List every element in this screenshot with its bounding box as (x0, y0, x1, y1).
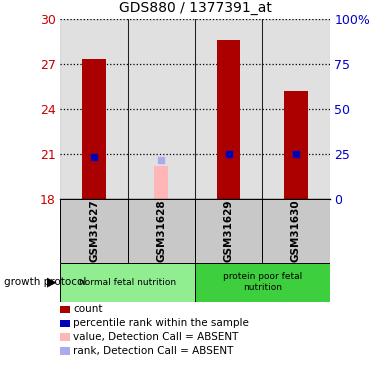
Text: value, Detection Call = ABSENT: value, Detection Call = ABSENT (73, 332, 239, 342)
Bar (128, 199, 195, 262)
Text: GSM31630: GSM31630 (291, 200, 301, 262)
Bar (82, 59, 106, 199)
Bar (284, 91, 308, 199)
Text: ▶: ▶ (47, 276, 57, 289)
Text: percentile rank within the sample: percentile rank within the sample (73, 318, 249, 328)
Text: GSM31627: GSM31627 (89, 199, 99, 262)
Bar (195, 262, 330, 302)
Bar (60, 199, 128, 262)
Text: GSM31628: GSM31628 (156, 200, 167, 262)
Text: rank, Detection Call = ABSENT: rank, Detection Call = ABSENT (73, 346, 234, 356)
Bar (262, 19, 330, 199)
Text: GSM31629: GSM31629 (223, 200, 234, 262)
Text: normal fetal nutrition: normal fetal nutrition (79, 278, 176, 286)
Bar (217, 40, 240, 199)
Text: growth protocol: growth protocol (4, 277, 86, 287)
Bar (262, 199, 330, 262)
Bar (195, 19, 262, 199)
Bar (60, 19, 128, 199)
Title: GDS880 / 1377391_at: GDS880 / 1377391_at (119, 1, 271, 15)
Text: count: count (73, 304, 103, 314)
Bar (154, 166, 168, 199)
Bar (60, 262, 195, 302)
Bar (195, 199, 262, 262)
Bar (128, 19, 195, 199)
Text: protein poor fetal
nutrition: protein poor fetal nutrition (223, 273, 302, 292)
